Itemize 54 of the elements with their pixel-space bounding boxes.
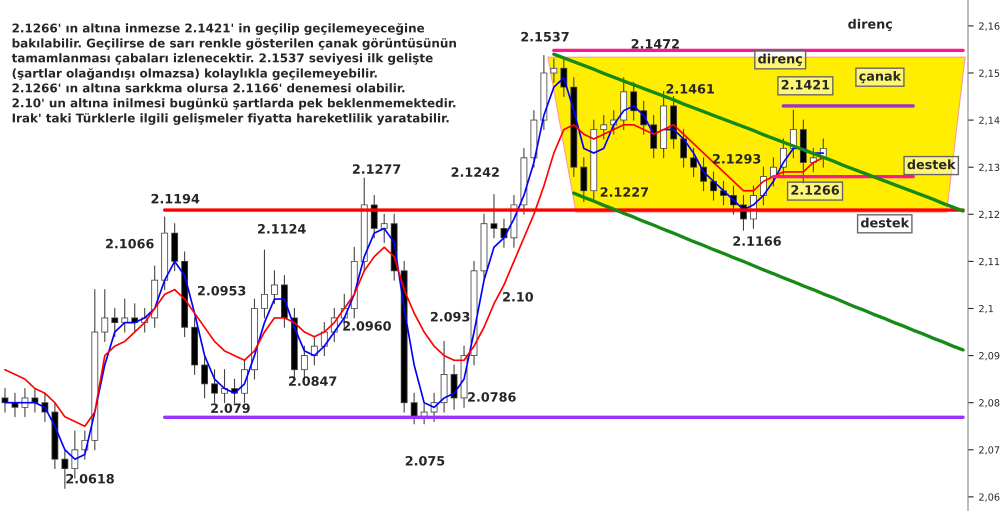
candlestick	[600, 114, 608, 140]
candlestick	[450, 364, 458, 410]
annotation: 2.1227	[600, 187, 648, 197]
annotation: 2.1242	[452, 167, 499, 177]
annotation: 2.0618	[66, 474, 114, 484]
y-tick-label: 2,07	[979, 446, 1000, 455]
annotation: 2.1266' ın altına inmezse 2.1421' in geçilip geçilemeyeceğine bakılabilir. Geçilirse de sarı renkle gösterilen çanak görüntüsünün tamamlanması çabaları izlenecektir. 2.1537 seviyesi ilk gelişte (şartlar olağandışı olmazsa) kolaylıkla geçilemeyebilir. 2.1266' ın altına sarkkma olursa 2.1166' denemesi olabilir. 2.10' un altına inilmesi bugünkü şartlarda pek beklenmemektedir. Irak' taki Türklerle ilgili gelişmeler fiyatta hareketlilik yaratabilir.	[12, 22, 456, 125]
candlestick	[490, 194, 498, 238]
candlestick	[410, 392, 418, 424]
annotation: 2.1277	[352, 164, 400, 174]
y-tick-label: 2,1	[979, 304, 993, 314]
annotation: 2.093	[430, 312, 470, 322]
annotation: 2.1124	[258, 224, 306, 234]
y-tick-label: 2,08	[979, 399, 1000, 408]
annotation: 2.1461	[666, 84, 714, 94]
y-tick-label: 2,09	[979, 352, 1000, 360]
annotation: destek	[860, 218, 910, 228]
y-tick-label: 2,15	[979, 69, 1000, 78]
annotation: çanak	[859, 70, 902, 84]
annotation: 2.0786	[468, 392, 516, 402]
candlestick	[580, 157, 588, 202]
annotation: 2.10	[503, 292, 534, 302]
annotation: 2.0953	[198, 286, 246, 296]
y-tick-label: 2,06	[979, 493, 1000, 502]
y-tick-label: 2,13	[979, 164, 1000, 172]
annotation: 2.1166	[733, 236, 781, 246]
annotation: 2.0847	[289, 376, 336, 386]
annotation: 2.079	[211, 403, 250, 414]
annotation: 2.1537	[521, 32, 569, 42]
candlestick	[550, 58, 558, 83]
candlestick	[32, 388, 38, 413]
candlestick	[211, 369, 218, 404]
y-tick-label: 2,11	[979, 258, 1000, 266]
annotation: direnç	[848, 18, 892, 32]
annotation: 2.1472	[632, 39, 679, 48]
candlestick	[680, 128, 687, 168]
candlestick	[690, 148, 697, 178]
annotation: 2.1293	[713, 154, 760, 164]
candlestick	[271, 270, 278, 304]
annotation: direnç	[758, 54, 802, 66]
candlestick	[201, 355, 208, 399]
candlestick	[261, 250, 268, 318]
y-tick-label: 2,14	[979, 116, 1000, 125]
annotation: 2.1066	[106, 238, 154, 248]
candlestick	[2, 388, 8, 413]
y-tick-label: 2,12	[979, 210, 1000, 220]
annotation: 2.075	[406, 456, 444, 466]
candlestick	[111, 308, 118, 338]
annotation: 2.1194	[152, 194, 200, 204]
candlestick	[101, 289, 108, 342]
annotation: 2.1421	[782, 80, 830, 90]
y-tick-label: 2,16	[979, 22, 1000, 31]
annotation: 2.1266	[791, 185, 840, 195]
annotation: 2.0960	[343, 321, 391, 331]
